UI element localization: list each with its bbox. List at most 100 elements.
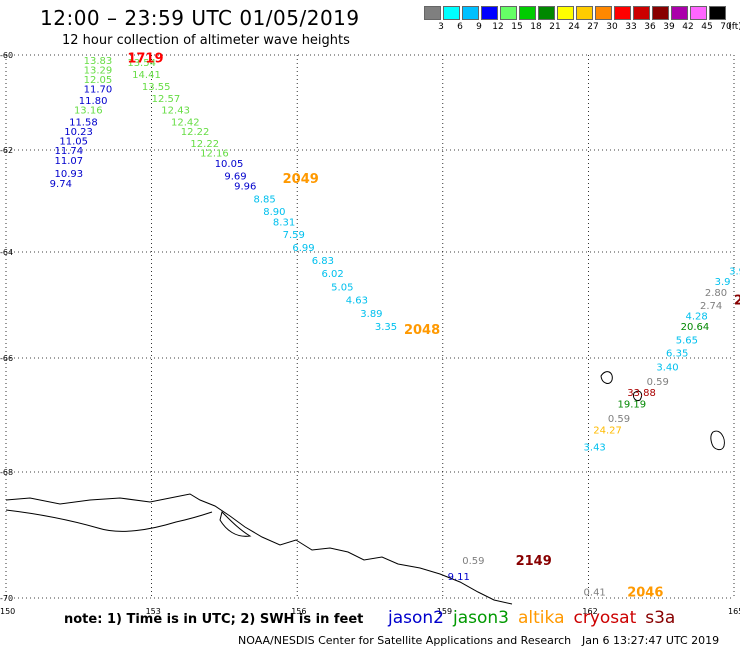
wave-height-value: 12.16 [200, 149, 229, 160]
latitude-label: -60 [0, 51, 13, 60]
pass-cycle-label: 2046 [627, 586, 663, 601]
color-swatch [614, 6, 631, 20]
wave-height-value: 5.65 [676, 335, 698, 346]
color-scale-label: 9 [476, 22, 482, 32]
wave-height-value: 2.74 [700, 301, 722, 312]
wave-height-value: 10.93 [55, 169, 84, 180]
wave-height-value: 11.80 [79, 96, 108, 107]
wave-height-value: 19.19 [618, 400, 647, 411]
wave-height-value: 11.58 [69, 118, 98, 129]
coast-island-1 [5, 509, 213, 532]
color-scale-label: 42 [682, 22, 694, 32]
color-swatch [709, 6, 726, 20]
wave-height-value: 14.41 [132, 70, 161, 81]
longitude-label: 150 [0, 607, 15, 616]
coast-island-2 [219, 511, 252, 537]
color-scale-label: 36 [644, 22, 656, 32]
wave-height-value: 12.42 [171, 118, 200, 129]
color-swatch [424, 6, 441, 20]
map-title: 12:00 – 23:59 UTC 01/05/2019 [40, 6, 360, 30]
wave-height-value: 8.31 [273, 217, 295, 228]
axis-labels: -60 -62 -64 -66 -68 -70 150 153 156 159 162 165 [0, 51, 740, 616]
wave-height-value: 9.96 [234, 182, 256, 193]
color-scale-label: 6 [457, 22, 463, 32]
longitude-label: 153 [146, 607, 161, 616]
footer-note: note: 1) Time is in UTC; 2) SWH is in fe… [64, 612, 364, 627]
color-scale-label: 70 [720, 22, 732, 32]
wave-height-value: 20.64 [681, 322, 710, 333]
wave-height-value: 10.05 [215, 159, 244, 170]
wave-height-value: 12.22 [181, 127, 210, 138]
wave-height-value: 3.40 [656, 363, 678, 374]
wave-height-value: 8.85 [254, 194, 276, 205]
pass-cycle-label: 1719 [127, 51, 163, 66]
color-scale-label: 33 [625, 22, 637, 32]
wave-height-value: 4.28 [685, 312, 707, 323]
wave-height-value: 0.59 [608, 414, 630, 425]
wave-height-value: 13.83 [84, 56, 113, 67]
wave-height-value: 11.07 [55, 156, 84, 167]
color-scale-label: 30 [606, 22, 618, 32]
antarctic-coastline [5, 493, 513, 605]
wave-height-value: 9.11 [448, 572, 470, 583]
pass-cycle-label: 2048 [404, 323, 440, 338]
color-scale-label: 24 [568, 22, 580, 32]
color-scale-label: 45 [701, 22, 713, 32]
legend-entry: jason2 [388, 608, 444, 628]
legend-entry: cryosat [573, 608, 637, 628]
wave-height-value: 9.74 [50, 179, 72, 190]
color-swatch [557, 6, 574, 20]
color-swatch [481, 6, 498, 20]
color-swatch [671, 6, 688, 20]
credit-line: NOAA/NESDIS Center for Satellite Applica… [238, 634, 572, 647]
wave-height-value: 11.74 [55, 146, 84, 157]
wave-height-value: 13.29 [84, 65, 113, 76]
wave-height-value: 6.83 [312, 256, 334, 267]
wave-height-value: 3.9 [729, 267, 740, 278]
wave-height-value: 3.9 [715, 277, 731, 288]
wave-height-value: 9.69 [224, 172, 246, 183]
color-swatch [538, 6, 555, 20]
color-swatch [443, 6, 460, 20]
balleny-island-1 [600, 371, 613, 384]
color-swatch [690, 6, 707, 20]
pass-cycle-label: 2149 [516, 554, 552, 569]
wave-height-value: 10.23 [64, 127, 93, 138]
wave-height-value: 33.88 [627, 388, 656, 399]
color-scale-label: 27 [587, 22, 599, 32]
color-swatch [595, 6, 612, 20]
wave-height-value: 13.55 [142, 82, 171, 93]
wave-height-value: 6.02 [321, 269, 343, 280]
latitude-label: -68 [0, 468, 13, 477]
wave-height-value: 3.35 [375, 322, 397, 333]
legend-entry: jason3 [453, 608, 509, 628]
wave-height-value: 11.70 [84, 84, 113, 95]
wave-height-value: 12.05 [84, 75, 113, 86]
color-scale-label: 3 [438, 22, 444, 32]
wave-height-value: 2.80 [705, 288, 727, 299]
pass-cycle-label: 2 [734, 294, 740, 309]
wave-height-value: 8.90 [263, 207, 285, 218]
map-subtitle: 12 hour collection of altimeter wave hei… [62, 33, 350, 48]
wave-height-value: 0.59 [462, 556, 484, 567]
satellite-cycle-labels: 1719 2049 2048 2149 2046 2 [127, 51, 740, 600]
color-scale-unit: (ft) [728, 22, 740, 32]
color-scale-label: 39 [663, 22, 675, 32]
wave-height-value: 6.99 [292, 243, 314, 254]
wave-height-value: 24.27 [593, 425, 622, 436]
wave-height-value: 0.59 [647, 377, 669, 388]
wave-height-value: 12.22 [190, 139, 219, 150]
longitude-label: 159 [437, 607, 452, 616]
color-scale-label: 15 [511, 22, 523, 32]
color-scale-label: 21 [549, 22, 561, 32]
longitude-label: 156 [291, 607, 306, 616]
wave-height-value: 13.54 [127, 58, 156, 69]
color-swatch [576, 6, 593, 20]
wave-height-value: 13.16 [74, 106, 103, 117]
color-scale-label: 12 [492, 22, 504, 32]
wave-height-value: 11.05 [59, 137, 88, 148]
coastline [5, 371, 725, 605]
color-swatch [519, 6, 536, 20]
color-swatch [462, 6, 479, 20]
